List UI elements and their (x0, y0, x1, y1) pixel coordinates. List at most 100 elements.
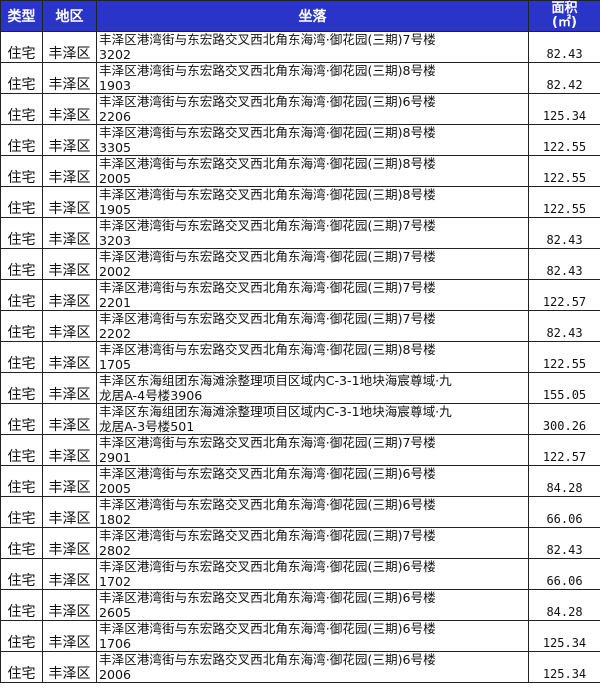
location-line-1: 丰泽区港湾街与东宏路交叉西北角东海湾·御花园(三期)6号楼 (99, 559, 436, 575)
cell-location: 丰泽区港湾街与东宏路交叉西北角东海湾·御花园(三期)8号楼 1705 (96, 341, 529, 373)
cell-type: 住宅 (0, 527, 43, 559)
location-line-1: 丰泽区港湾街与东宏路交叉西北角东海湾·御花园(三期)6号楼 (99, 497, 436, 513)
table-row: 住宅 丰泽区 丰泽区东海组团东海滩涂整理项目区域内C-3-1地块海宸尊域·九 龙居A-… (0, 372, 600, 404)
table-row: 住宅 丰泽区 丰泽区港湾街与东宏路交叉西北角东海湾·御花园(三期)7号楼 2002 82… (0, 248, 600, 280)
header-row: 类型 地区 坐落 面积 (㎡) (0, 0, 600, 32)
cell-district: 丰泽区 (42, 62, 97, 94)
cell-location: 丰泽区港湾街与东宏路交叉西北角东海湾·御花园(三期)6号楼 2005 (96, 465, 529, 497)
location-line-1: 丰泽区港湾街与东宏路交叉西北角东海湾·御花园(三期)6号楼 (99, 652, 436, 668)
location-line-1: 丰泽区港湾街与东宏路交叉西北角东海湾·御花园(三期)7号楼 (99, 311, 436, 327)
location-line-2: 2005 (99, 481, 132, 496)
cell-location: 丰泽区港湾街与东宏路交叉西北角东海湾·御花园(三期)8号楼 1905 (96, 186, 529, 218)
cell-area: 125.34 (528, 651, 600, 683)
cell-district: 丰泽区 (42, 248, 97, 280)
location-line-1: 丰泽区港湾街与东宏路交叉西北角东海湾·御花园(三期)7号楼 (99, 218, 436, 234)
cell-type: 住宅 (0, 651, 43, 683)
cell-type: 住宅 (0, 93, 43, 125)
location-line-2: 3305 (99, 140, 132, 155)
location-line-2: 2605 (99, 605, 132, 620)
cell-area: 82.42 (528, 62, 600, 94)
cell-area: 82.43 (528, 31, 600, 63)
location-line-1: 丰泽区港湾街与东宏路交叉西北角东海湾·御花园(三期)6号楼 (99, 590, 436, 606)
cell-area: 84.28 (528, 589, 600, 621)
table-row: 住宅 丰泽区 丰泽区港湾街与东宏路交叉西北角东海湾·御花园(三期)6号楼 1802 66… (0, 496, 600, 528)
location-line-2: 3203 (99, 233, 132, 248)
cell-area: 155.05 (528, 372, 600, 404)
location-line-1: 丰泽区港湾街与东宏路交叉西北角东海湾·御花园(三期)7号楼 (99, 435, 436, 451)
location-line-1: 丰泽区港湾街与东宏路交叉西北角东海湾·御花园(三期)8号楼 (99, 342, 436, 358)
cell-location: 丰泽区东海组团东海滩涂整理项目区域内C-3-1地块海宸尊域·九 龙居A-4号楼39… (96, 372, 529, 404)
cell-location: 丰泽区港湾街与东宏路交叉西北角东海湾·御花园(三期)7号楼 2202 (96, 310, 529, 342)
cell-district: 丰泽区 (42, 496, 97, 528)
cell-type: 住宅 (0, 124, 43, 156)
header-location: 坐落 (96, 0, 529, 32)
location-line-2: 1903 (99, 78, 132, 93)
header-district: 地区 (42, 0, 97, 32)
table-row: 住宅 丰泽区 丰泽区港湾街与东宏路交叉西北角东海湾·御花园(三期)6号楼 2206 12… (0, 93, 600, 125)
cell-location: 丰泽区港湾街与东宏路交叉西北角东海湾·御花园(三期)8号楼 2005 (96, 155, 529, 187)
table-row: 住宅 丰泽区 丰泽区港湾街与东宏路交叉西北角东海湾·御花园(三期)8号楼 1905 12… (0, 186, 600, 218)
cell-location: 丰泽区港湾街与东宏路交叉西北角东海湾·御花园(三期)7号楼 3202 (96, 31, 529, 63)
table-row: 住宅 丰泽区 丰泽区港湾街与东宏路交叉西北角东海湾·御花园(三期)8号楼 3305 12… (0, 124, 600, 156)
header-area-unit: (㎡) (552, 15, 577, 30)
cell-district: 丰泽区 (42, 589, 97, 621)
cell-location: 丰泽区港湾街与东宏路交叉西北角东海湾·御花园(三期)8号楼 1903 (96, 62, 529, 94)
location-line-2: 2901 (99, 450, 132, 465)
cell-district: 丰泽区 (42, 558, 97, 590)
table-row: 住宅 丰泽区 丰泽区港湾街与东宏路交叉西北角东海湾·御花园(三期)7号楼 2901 12… (0, 434, 600, 466)
cell-area: 82.43 (528, 217, 600, 249)
location-line-1: 丰泽区港湾街与东宏路交叉西北角东海湾·御花园(三期)8号楼 (99, 63, 436, 79)
cell-district: 丰泽区 (42, 217, 97, 249)
cell-area: 82.43 (528, 248, 600, 280)
location-line-2: 1706 (99, 636, 132, 651)
cell-location: 丰泽区港湾街与东宏路交叉西北角东海湾·御花园(三期)7号楼 2002 (96, 248, 529, 280)
cell-district: 丰泽区 (42, 124, 97, 156)
table-row: 住宅 丰泽区 丰泽区港湾街与东宏路交叉西北角东海湾·御花园(三期)7号楼 2802 82… (0, 527, 600, 559)
cell-type: 住宅 (0, 403, 43, 435)
cell-location: 丰泽区港湾街与东宏路交叉西北角东海湾·御花园(三期)7号楼 2901 (96, 434, 529, 466)
location-line-1: 丰泽区港湾街与东宏路交叉西北角东海湾·御花园(三期)7号楼 (99, 280, 436, 296)
cell-type: 住宅 (0, 589, 43, 621)
cell-area: 122.55 (528, 124, 600, 156)
cell-type: 住宅 (0, 279, 43, 311)
cell-type: 住宅 (0, 248, 43, 280)
location-line-2: 龙居A-4号楼3906 (99, 388, 203, 403)
table-row: 住宅 丰泽区 丰泽区港湾街与东宏路交叉西北角东海湾·御花园(三期)6号楼 2005 84… (0, 465, 600, 497)
table-row: 住宅 丰泽区 丰泽区港湾街与东宏路交叉西北角东海湾·御花园(三期)7号楼 2202 82… (0, 310, 600, 342)
location-line-2: 2002 (99, 264, 132, 279)
cell-district: 丰泽区 (42, 527, 97, 559)
cell-district: 丰泽区 (42, 93, 97, 125)
location-line-1: 丰泽区港湾街与东宏路交叉西北角东海湾·御花园(三期)6号楼 (99, 466, 436, 482)
location-line-2: 1905 (99, 202, 132, 217)
cell-location: 丰泽区港湾街与东宏路交叉西北角东海湾·御花园(三期)7号楼 2201 (96, 279, 529, 311)
cell-district: 丰泽区 (42, 31, 97, 63)
cell-district: 丰泽区 (42, 620, 97, 652)
location-line-2: 2206 (99, 109, 132, 124)
location-line-2: 1705 (99, 357, 132, 372)
cell-district: 丰泽区 (42, 279, 97, 311)
cell-area: 122.55 (528, 186, 600, 218)
location-line-1: 丰泽区港湾街与东宏路交叉西北角东海湾·御花园(三期)7号楼 (99, 249, 436, 265)
location-line-2: 1802 (99, 512, 132, 527)
cell-area: 125.34 (528, 620, 600, 652)
cell-area: 66.06 (528, 558, 600, 590)
location-line-2: 2006 (99, 667, 132, 682)
cell-area: 300.26 (528, 403, 600, 435)
cell-type: 住宅 (0, 434, 43, 466)
cell-area: 66.06 (528, 496, 600, 528)
table-row: 住宅 丰泽区 丰泽区港湾街与东宏路交叉西北角东海湾·御花园(三期)8号楼 1705 12… (0, 341, 600, 373)
location-line-1: 丰泽区港湾街与东宏路交叉西北角东海湾·御花园(三期)8号楼 (99, 125, 436, 141)
table-row: 住宅 丰泽区 丰泽区港湾街与东宏路交叉西北角东海湾·御花园(三期)6号楼 2605 84… (0, 589, 600, 621)
location-line-2: 2201 (99, 295, 132, 310)
cell-area: 122.55 (528, 155, 600, 187)
cell-location: 丰泽区东海组团东海滩涂整理项目区域内C-3-1地块海宸尊域·九 龙居A-3号楼50… (96, 403, 529, 435)
cell-type: 住宅 (0, 62, 43, 94)
location-line-1: 丰泽区港湾街与东宏路交叉西北角东海湾·御花园(三期)7号楼 (99, 32, 436, 48)
location-line-2: 2202 (99, 326, 132, 341)
cell-area: 122.55 (528, 341, 600, 373)
cell-location: 丰泽区港湾街与东宏路交叉西北角东海湾·御花园(三期)6号楼 1702 (96, 558, 529, 590)
cell-district: 丰泽区 (42, 341, 97, 373)
cell-type: 住宅 (0, 31, 43, 63)
cell-type: 住宅 (0, 186, 43, 218)
